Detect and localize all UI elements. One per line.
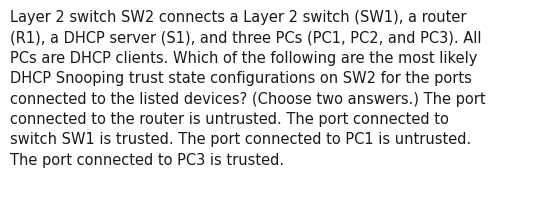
Text: Layer 2 switch SW2 connects a Layer 2 switch (SW1), a router
(R1), a DHCP server: Layer 2 switch SW2 connects a Layer 2 sw… [10,10,485,168]
